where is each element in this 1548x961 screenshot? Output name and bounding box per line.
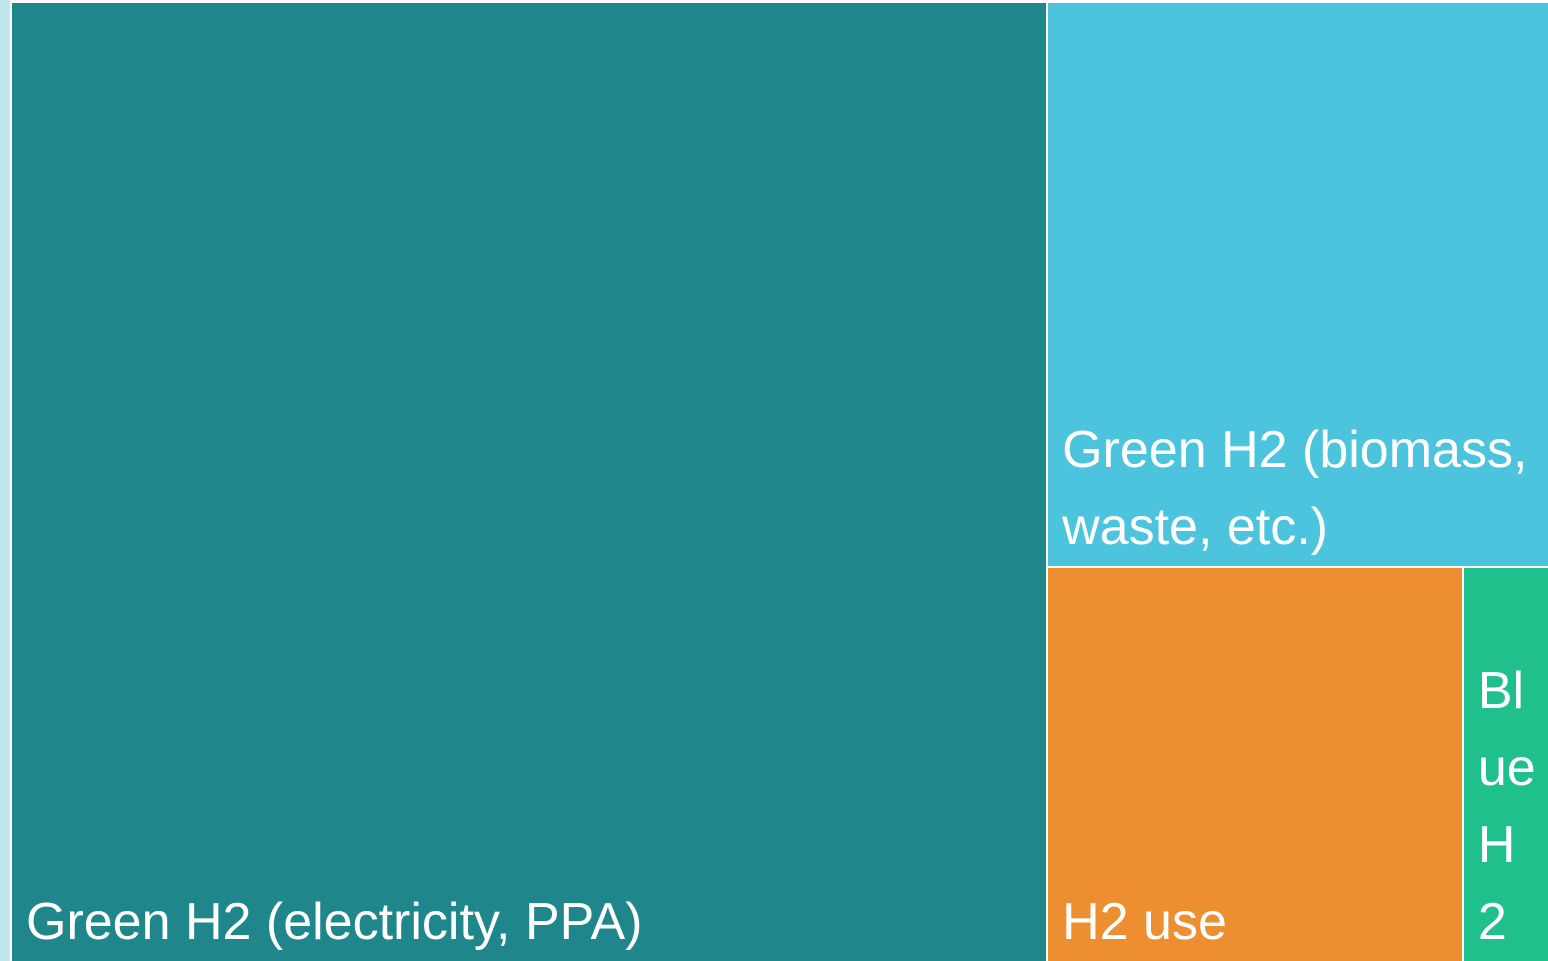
tile-label: H2 use — [1062, 892, 1227, 951]
tile: Green H2 (biomass, waste, etc.) — [1048, 3, 1548, 567]
background-strip — [0, 0, 10, 961]
tile: H2 use — [1048, 568, 1462, 961]
tile: Green H2 (electricity, PPA) — [12, 3, 1047, 961]
tile: Blue H2 — [1463, 568, 1548, 961]
treemap: Blue H2 H2 use Green H2 (biomass, waste, e… — [12, 3, 1548, 961]
tile-label: Blue H2 — [1477, 661, 1536, 951]
tile-label: Green H2 (biomass, waste, etc.) — [1062, 421, 1528, 557]
tile-label: Green H2 (electricity, PPA) — [26, 893, 643, 951]
